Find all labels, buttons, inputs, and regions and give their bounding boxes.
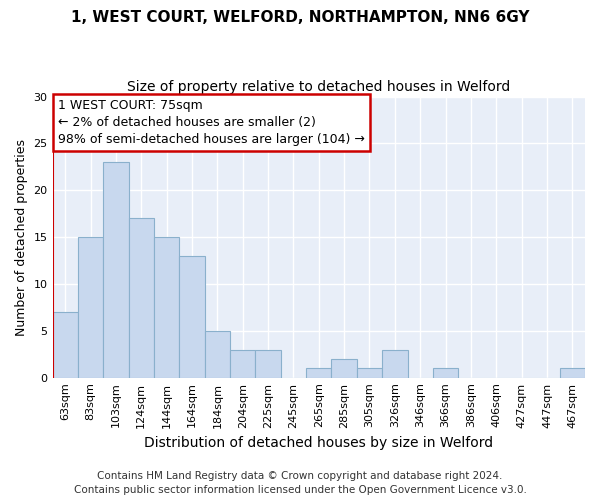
Bar [256,350,281,378]
Title: Size of property relative to detached houses in Welford: Size of property relative to detached ho… [127,80,511,94]
Bar [154,237,179,378]
Bar [382,350,407,378]
Text: 1 WEST COURT: 75sqm
← 2% of detached houses are smaller (2)
98% of semi-detached: 1 WEST COURT: 75sqm ← 2% of detached hou… [58,100,365,146]
Text: Contains HM Land Registry data © Crown copyright and database right 2024.
Contai: Contains HM Land Registry data © Crown c… [74,471,526,495]
Bar [78,237,103,378]
Bar [433,368,458,378]
Bar [179,256,205,378]
Bar [306,368,331,378]
Text: 1, WEST COURT, WELFORD, NORTHAMPTON, NN6 6GY: 1, WEST COURT, WELFORD, NORTHAMPTON, NN6… [71,10,529,25]
Bar [331,359,357,378]
Bar [230,350,256,378]
Bar [53,312,78,378]
Bar [128,218,154,378]
Bar [357,368,382,378]
X-axis label: Distribution of detached houses by size in Welford: Distribution of detached houses by size … [144,436,493,450]
Bar [103,162,128,378]
Bar [560,368,585,378]
Y-axis label: Number of detached properties: Number of detached properties [15,138,28,336]
Bar [205,331,230,378]
